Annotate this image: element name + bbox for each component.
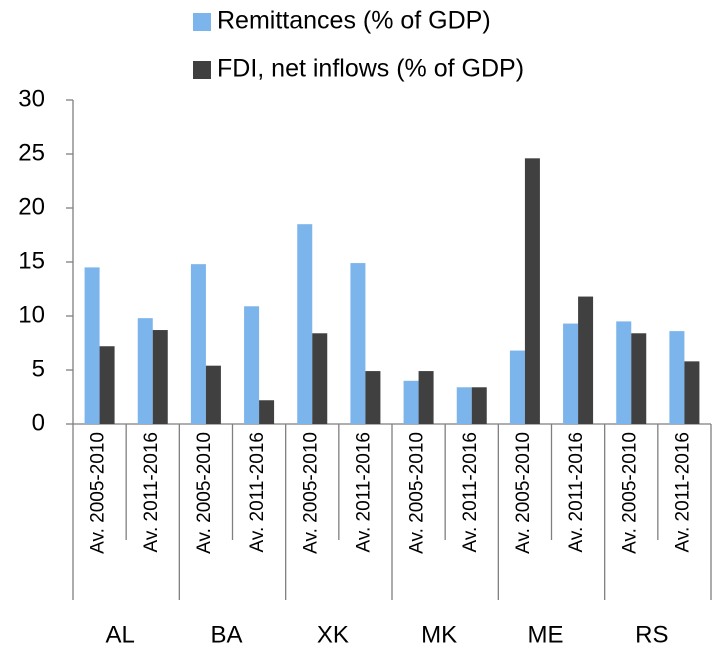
x-tick-label: Av. 2005-2010 [194,432,215,554]
bar [631,333,647,424]
x-tick-label: Av. 2011-2016 [566,432,587,552]
bar [137,318,153,424]
x-tick-label: Av. 2005-2010 [513,432,534,554]
y-tick-label: 20 [18,193,45,220]
x-tick-label: Av. 2011-2016 [353,432,374,552]
legend-label: Remittances (% of GDP) [217,7,491,35]
legend-swatch [193,13,211,31]
bar [509,350,525,424]
bar [350,263,366,424]
x-tick-label: Av. 2011-2016 [141,432,162,552]
legend-label: FDI, net inflows (% of GDP) [217,55,524,83]
y-tick-label: 10 [18,301,45,328]
bar [99,346,115,424]
group-label: RS [635,621,668,648]
y-tick-label: 15 [18,247,45,274]
x-tick-label: Av. 2005-2010 [88,432,109,554]
x-tick-label: Av. 2005-2010 [619,432,640,554]
x-tick-label: Av. 2011-2016 [247,432,268,552]
x-tick-label: Av. 2011-2016 [460,432,481,552]
x-tick-label: Av. 2005-2010 [407,432,428,554]
group-label: ME [528,621,564,648]
bar [84,267,100,424]
bar [365,371,381,424]
bar [312,333,328,424]
group-label: MK [421,621,457,648]
bar [297,224,313,424]
y-tick-label: 25 [18,139,45,166]
x-tick-label: Av. 2011-2016 [672,432,693,552]
bar [669,331,685,424]
bar [456,387,472,424]
group-label: AL [105,621,134,648]
bar [578,296,594,424]
y-tick-label: 0 [32,409,45,436]
bar [205,365,221,424]
bar [418,371,434,424]
bar [259,400,275,424]
bar [244,306,260,424]
x-tick-label: Av. 2005-2010 [300,432,321,554]
y-tick-label: 30 [18,85,45,112]
bar [616,321,632,424]
bar [524,158,540,424]
y-tick-label: 5 [32,355,45,382]
bar [684,361,700,424]
bar [471,387,487,424]
group-label: XK [317,621,349,648]
group-label: BA [210,621,242,648]
bar [563,323,579,424]
bar [152,330,168,424]
legend-swatch [193,61,211,79]
bar [403,380,419,424]
bar [190,264,206,424]
